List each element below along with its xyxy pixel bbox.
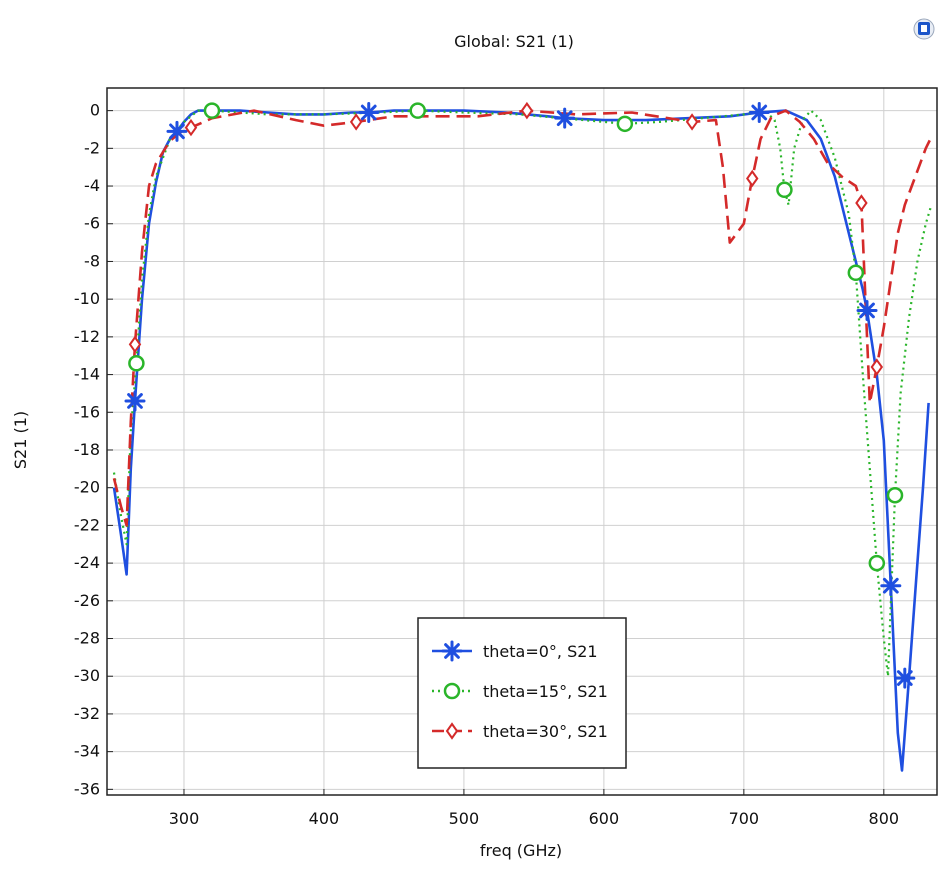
series-0-marker	[748, 102, 770, 124]
series-1-marker	[776, 181, 793, 199]
series-1-marker	[868, 554, 886, 572]
series-2-marker	[128, 335, 142, 354]
series-1-marker	[203, 102, 221, 119]
legend-marker	[443, 682, 461, 700]
series-line-2	[112, 109, 933, 527]
x-tick-label: 700	[729, 809, 760, 828]
series-1-marker	[409, 102, 426, 119]
x-axis-title: freq (GHz)	[480, 841, 562, 860]
series-1-marker	[128, 355, 145, 372]
series-2-marker	[870, 358, 884, 376]
series-0-marker	[554, 107, 576, 129]
y-tick-label: -18	[74, 440, 100, 459]
series-2-marker	[685, 113, 699, 131]
x-tick-label: 300	[169, 809, 200, 828]
series-0-marker	[856, 299, 878, 321]
series-line-1	[112, 109, 933, 678]
y-tick-label: -22	[74, 515, 100, 534]
legend-marker	[441, 640, 463, 662]
plot-settings-icon[interactable]	[913, 18, 935, 40]
y-tick-label: -34	[74, 742, 100, 761]
y-axis-title: S21 (1)	[11, 411, 30, 469]
y-tick-label: -20	[74, 478, 100, 497]
y-tick-label: -26	[74, 591, 100, 610]
chart-title: Global: S21 (1)	[454, 32, 574, 51]
plot-frame	[106, 87, 938, 796]
series-2-marker	[746, 169, 759, 188]
x-tick-label: 600	[589, 809, 620, 828]
y-tick-label: -28	[74, 629, 100, 648]
y-tick-label: -10	[74, 289, 100, 308]
y-tick-label: -4	[84, 176, 100, 195]
series-1-marker	[616, 115, 634, 133]
series-0-marker	[124, 390, 146, 412]
series-0-marker	[358, 102, 380, 124]
legend-item-2: theta=30°, S21	[432, 722, 608, 741]
y-tick-label: 0	[90, 101, 100, 120]
series-2-marker	[520, 101, 534, 120]
series-1-marker	[847, 264, 865, 282]
y-tick-label: -24	[74, 553, 100, 572]
series-layer	[112, 109, 933, 772]
legend-label: theta=0°, S21	[483, 642, 598, 661]
series-2-marker	[349, 113, 363, 131]
x-tick-label: 800	[869, 809, 900, 828]
legend-label: theta=30°, S21	[483, 722, 608, 741]
y-tick-label: -14	[74, 365, 100, 384]
y-tick-label: -30	[74, 666, 100, 685]
y-tick-label: -36	[74, 779, 100, 798]
series-0-marker	[894, 667, 916, 689]
series-2-marker	[855, 194, 868, 212]
x-tick-label: 400	[309, 809, 340, 828]
marker-layer	[124, 101, 916, 689]
legend: theta=0°, S21 theta=15°, S21 theta=30°, S2…	[417, 617, 627, 769]
x-tick-label: 500	[449, 809, 480, 828]
legend-item-0: theta=0°, S21	[432, 640, 598, 662]
y-axis: 0 -2 -4 -6 -8 -10 -12 -14 -16 -18 -20 -22 -24 -26 -28 -…	[74, 101, 113, 798]
y-tick-label: -12	[74, 327, 100, 346]
y-tick-label: -32	[74, 704, 100, 723]
legend-label: theta=15°, S21	[483, 682, 608, 701]
series-0-marker	[166, 120, 188, 142]
series-1-marker	[886, 486, 904, 504]
x-axis: 300 400 500 600 700 800	[169, 789, 899, 828]
legend-item-1: theta=15°, S21	[432, 682, 608, 701]
legend-marker	[445, 722, 459, 740]
y-tick-label: -16	[74, 402, 100, 421]
y-tick-label: -8	[84, 251, 100, 270]
series-0-marker	[880, 575, 902, 597]
series-line-0	[112, 109, 930, 772]
series-2-marker	[184, 118, 198, 137]
y-tick-label: -2	[84, 138, 100, 157]
y-tick-label: -6	[84, 214, 100, 233]
